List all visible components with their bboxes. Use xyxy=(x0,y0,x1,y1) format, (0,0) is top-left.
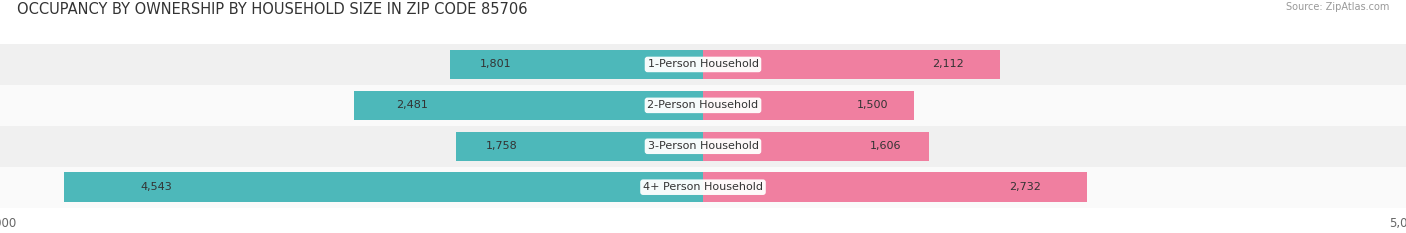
Text: 2,112: 2,112 xyxy=(932,59,965,69)
Text: 1,758: 1,758 xyxy=(485,141,517,151)
Bar xyxy=(456,132,703,161)
Bar xyxy=(450,50,703,79)
Bar xyxy=(65,172,703,202)
Bar xyxy=(703,172,1087,202)
Text: 4,543: 4,543 xyxy=(141,182,173,192)
Bar xyxy=(703,132,929,161)
Text: 1,500: 1,500 xyxy=(858,100,889,110)
Bar xyxy=(703,91,914,120)
Text: OCCUPANCY BY OWNERSHIP BY HOUSEHOLD SIZE IN ZIP CODE 85706: OCCUPANCY BY OWNERSHIP BY HOUSEHOLD SIZE… xyxy=(17,2,527,17)
Text: 2,732: 2,732 xyxy=(1010,182,1040,192)
Text: 3-Person Household: 3-Person Household xyxy=(648,141,758,151)
Text: 2-Person Household: 2-Person Household xyxy=(647,100,759,110)
Bar xyxy=(354,91,703,120)
Text: 4+ Person Household: 4+ Person Household xyxy=(643,182,763,192)
Text: 1,801: 1,801 xyxy=(481,59,512,69)
Text: 1,606: 1,606 xyxy=(870,141,901,151)
Bar xyxy=(0,85,1406,126)
Text: Source: ZipAtlas.com: Source: ZipAtlas.com xyxy=(1285,2,1389,12)
Bar xyxy=(0,44,1406,85)
Bar xyxy=(0,126,1406,167)
Text: 2,481: 2,481 xyxy=(396,100,427,110)
Bar xyxy=(703,50,1000,79)
Bar xyxy=(0,167,1406,208)
Text: 1-Person Household: 1-Person Household xyxy=(648,59,758,69)
